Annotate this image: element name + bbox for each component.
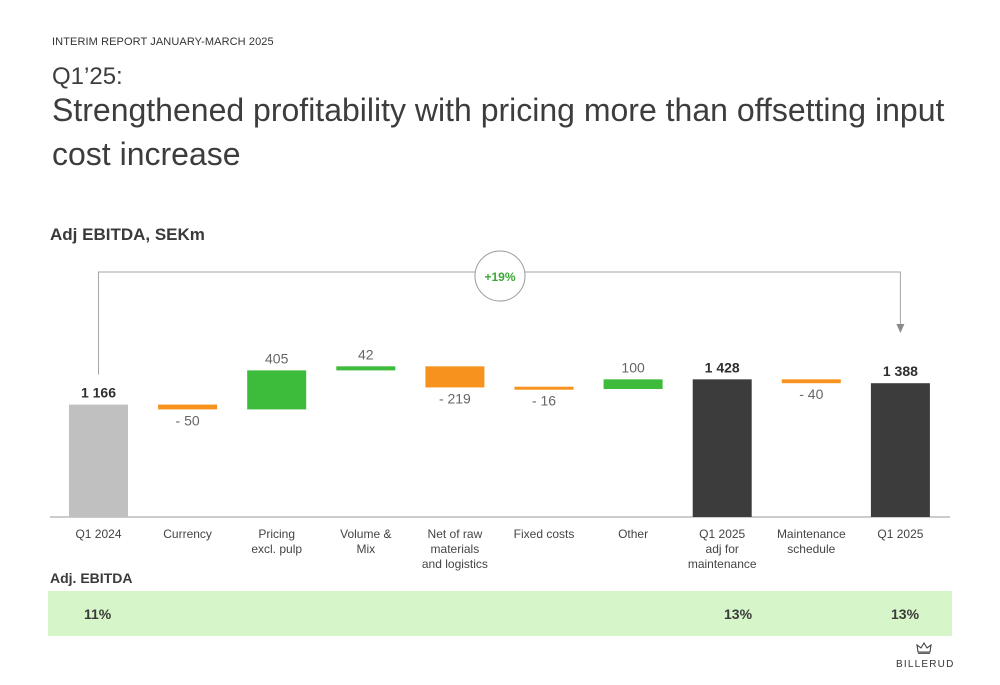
bar-4: [425, 366, 485, 388]
bar-7: [692, 379, 752, 517]
category-label-6-0: Other: [618, 527, 648, 541]
category-label-2-1: excl. pulp: [251, 542, 302, 556]
category-label-5-0: Fixed costs: [514, 527, 575, 541]
data-label-3: 42: [358, 346, 374, 362]
bar-2: [247, 370, 307, 410]
category-label-9-0: Q1 2025: [877, 527, 923, 541]
data-label-7: 1 428: [705, 359, 740, 375]
data-label-4: - 219: [439, 390, 471, 406]
category-label-3-0: Volume &: [340, 527, 391, 541]
billerud-logo: BILLERUD: [896, 641, 955, 670]
bar-0: [69, 404, 128, 517]
category-label-0-0: Q1 2024: [75, 527, 121, 541]
bracket-arrow-icon: [896, 324, 905, 333]
crown-icon: [916, 641, 932, 654]
category-label-2-0: Pricing: [258, 527, 295, 541]
subheading: Q1’25:: [52, 63, 123, 90]
waterfall-chart: 1 166 Q1 2024 - 50 Currency 405 Pricingexcl. …: [50, 250, 950, 571]
data-label-1: - 50: [176, 412, 200, 428]
margin-value-q1-2025-adj: 13%: [724, 606, 753, 622]
growth-annotation: +19%: [484, 270, 515, 284]
bar-8: [781, 379, 841, 384]
category-label-7-0: Q1 2025: [699, 527, 745, 541]
logo-text: BILLERUD: [896, 659, 955, 670]
category-label-8-0: Maintenance: [777, 527, 846, 541]
chart-title: Adj EBITDA, SEKm: [50, 225, 205, 244]
margin-row-label: Adj. EBITDA: [50, 570, 133, 586]
data-label-5: - 16: [532, 393, 556, 409]
category-label-8-1: schedule: [787, 542, 835, 556]
margin-value-q1-2024: 11%: [84, 606, 112, 622]
bar-9: [870, 383, 930, 517]
page-title: Strengthened profitability with pricing …: [52, 92, 945, 172]
data-label-6: 100: [621, 359, 645, 375]
bar-3: [336, 366, 396, 371]
margin-value-q1-2025: 13%: [891, 606, 920, 622]
margin-band: [48, 591, 952, 636]
category-label-7-2: maintenance: [688, 557, 757, 571]
category-label-4-2: and logistics: [422, 557, 488, 571]
bar-5: [514, 386, 574, 390]
bar-1: [158, 404, 218, 410]
report-label: INTERIM REPORT JANUARY-MARCH 2025: [52, 36, 274, 48]
category-label-1-0: Currency: [163, 527, 212, 541]
growth-circle: [474, 250, 526, 302]
category-label-4-1: materials: [431, 542, 480, 556]
category-label-3-1: Mix: [356, 542, 375, 556]
category-label-7-1: adj for: [706, 542, 739, 556]
bar-6: [603, 379, 663, 389]
category-label-4-0: Net of raw: [428, 527, 483, 541]
data-label-2: 405: [265, 350, 289, 366]
data-label-9: 1 388: [883, 363, 918, 379]
data-label-0: 1 166: [81, 385, 116, 401]
data-label-8: - 40: [799, 386, 823, 402]
